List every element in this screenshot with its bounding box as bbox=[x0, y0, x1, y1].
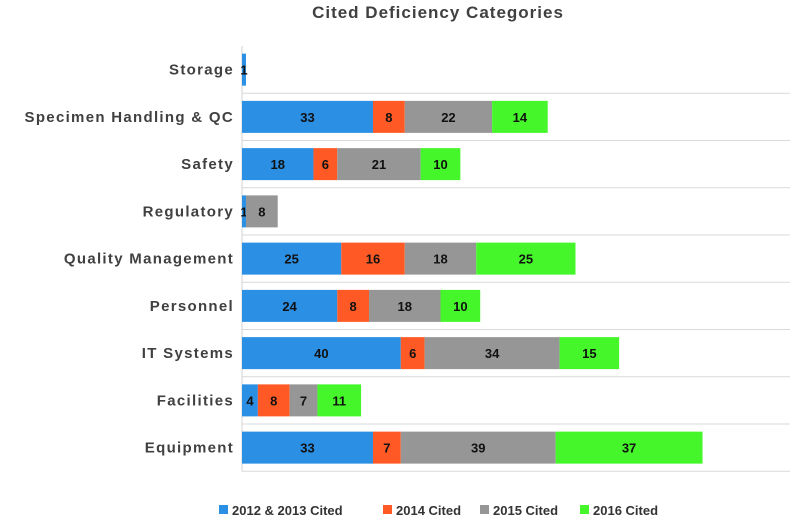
data-label: 6 bbox=[322, 157, 329, 172]
category-label: Safety bbox=[181, 156, 234, 173]
data-label: 18 bbox=[270, 157, 284, 172]
bar-segment bbox=[242, 431, 374, 464]
bar-segment bbox=[400, 431, 556, 464]
legend-label: 2014 Cited bbox=[396, 503, 461, 517]
data-label: 7 bbox=[300, 393, 307, 408]
category-label: Facilities bbox=[157, 392, 234, 409]
category-label: IT Systems bbox=[142, 345, 234, 362]
legend-item: 2016 Cited bbox=[580, 503, 658, 517]
category-label: Specimen Handling & QC bbox=[25, 109, 234, 126]
bar-segment bbox=[400, 337, 425, 370]
data-label: 4 bbox=[246, 393, 254, 408]
legend-label: 2016 Cited bbox=[593, 503, 658, 517]
bar-segment bbox=[337, 289, 370, 322]
bar-segment bbox=[245, 195, 278, 228]
bar-segment bbox=[242, 289, 338, 322]
bar-segment bbox=[242, 242, 342, 275]
bar-segment bbox=[313, 148, 338, 181]
category-label: Personnel bbox=[150, 298, 234, 315]
data-label: 14 bbox=[513, 110, 528, 125]
bar-segment bbox=[242, 148, 314, 181]
data-label: 8 bbox=[258, 204, 265, 219]
bar-segment bbox=[420, 148, 461, 181]
data-label: 11 bbox=[332, 393, 346, 408]
legend-item: 2014 Cited bbox=[383, 503, 461, 517]
data-label: 40 bbox=[314, 346, 328, 361]
data-label: 10 bbox=[453, 299, 467, 314]
bar-segment bbox=[492, 100, 548, 133]
data-label: 16 bbox=[366, 252, 380, 267]
legend-label: 2012 & 2013 Cited bbox=[232, 503, 343, 517]
bar-segment bbox=[289, 384, 318, 417]
data-label: 18 bbox=[398, 299, 412, 314]
data-label: 1 bbox=[240, 204, 247, 219]
bar-segment bbox=[242, 384, 258, 417]
data-label: 21 bbox=[372, 157, 386, 172]
bar-segment bbox=[242, 100, 374, 133]
bar-segment bbox=[337, 148, 421, 181]
bar-segment bbox=[317, 384, 362, 417]
bar-segment bbox=[404, 242, 477, 275]
legend-swatch bbox=[219, 505, 228, 514]
bar-segment bbox=[373, 100, 405, 133]
data-label: 39 bbox=[471, 441, 485, 456]
category-label: Quality Management bbox=[64, 251, 234, 268]
legend-swatch bbox=[580, 505, 589, 514]
data-label: 7 bbox=[383, 441, 390, 456]
data-label: 6 bbox=[409, 346, 416, 361]
data-label: 15 bbox=[582, 346, 596, 361]
category-label: Equipment bbox=[145, 440, 234, 457]
legend-label: 2015 Cited bbox=[493, 503, 558, 517]
data-label: 8 bbox=[385, 110, 392, 125]
bar-segment bbox=[257, 384, 290, 417]
data-label: 33 bbox=[300, 110, 314, 125]
data-label: 37 bbox=[622, 441, 636, 456]
data-label: 8 bbox=[270, 393, 277, 408]
category-label: Regulatory bbox=[143, 203, 234, 220]
bar-segment bbox=[369, 289, 441, 322]
legend-item: 2012 & 2013 Cited bbox=[219, 503, 343, 517]
bar-segment bbox=[404, 100, 493, 133]
data-label: 25 bbox=[284, 252, 298, 267]
chart-title: Cited Deficiency Categories bbox=[312, 3, 564, 22]
legend-swatch bbox=[480, 505, 489, 514]
bar-segment bbox=[242, 337, 401, 370]
data-label: 24 bbox=[282, 299, 297, 314]
bar-segment bbox=[242, 53, 246, 86]
bar-segment bbox=[476, 242, 576, 275]
bar-segment bbox=[424, 337, 560, 370]
data-label: 18 bbox=[433, 252, 447, 267]
bar-segment bbox=[555, 431, 703, 464]
bar-segment bbox=[559, 337, 620, 370]
data-label: 25 bbox=[519, 252, 533, 267]
data-label: 33 bbox=[300, 441, 314, 456]
bar-segment bbox=[440, 289, 481, 322]
legend-item: 2015 Cited bbox=[480, 503, 558, 517]
category-label: Storage bbox=[169, 62, 234, 79]
data-label: 8 bbox=[350, 299, 357, 314]
data-label: 1 bbox=[240, 63, 247, 78]
bar-segment bbox=[373, 431, 401, 464]
bar-segment bbox=[341, 242, 405, 275]
legend-swatch bbox=[383, 505, 392, 514]
data-label: 22 bbox=[441, 110, 455, 125]
data-label: 34 bbox=[485, 346, 500, 361]
data-label: 10 bbox=[433, 157, 447, 172]
bar-segment bbox=[242, 195, 246, 228]
